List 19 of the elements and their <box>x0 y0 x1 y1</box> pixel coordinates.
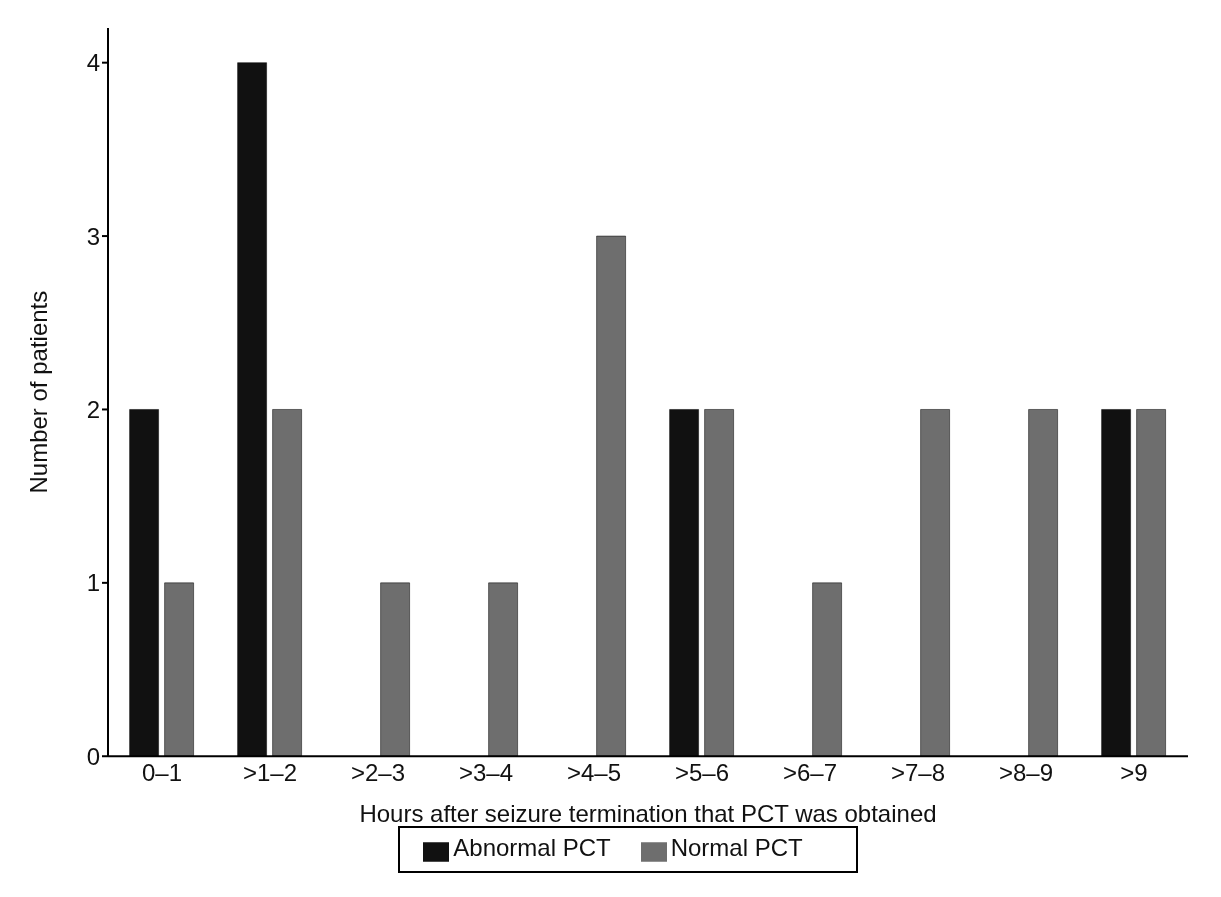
y-tick-label: 1 <box>86 569 100 597</box>
legend-label: Abnormal PCT <box>453 834 611 862</box>
x-tick-label: >5–6 <box>674 759 730 787</box>
y-tick-label: 0 <box>86 742 100 770</box>
x-tick-label: >3–4 <box>458 759 514 787</box>
x-tick-label: >6–7 <box>782 759 838 787</box>
y-axis-title: Number of patients <box>24 290 52 494</box>
legend-label: Normal PCT <box>670 834 803 862</box>
y-tick-label: 2 <box>86 395 100 423</box>
x-axis-title: Hours after seizure termination that PCT was obtained <box>359 800 937 828</box>
y-tick-label: 3 <box>86 222 100 250</box>
x-tick-label: >4–5 <box>566 759 622 787</box>
x-tick-label: >1–2 <box>242 759 298 787</box>
x-tick-label: >2–3 <box>350 759 406 787</box>
x-tick-label: 0–1 <box>141 759 183 787</box>
x-tick-label: >9 <box>1120 759 1148 787</box>
y-tick-label: 4 <box>86 49 100 77</box>
x-tick-label: >8–9 <box>998 759 1054 787</box>
x-tick-label: >7–8 <box>890 759 946 787</box>
